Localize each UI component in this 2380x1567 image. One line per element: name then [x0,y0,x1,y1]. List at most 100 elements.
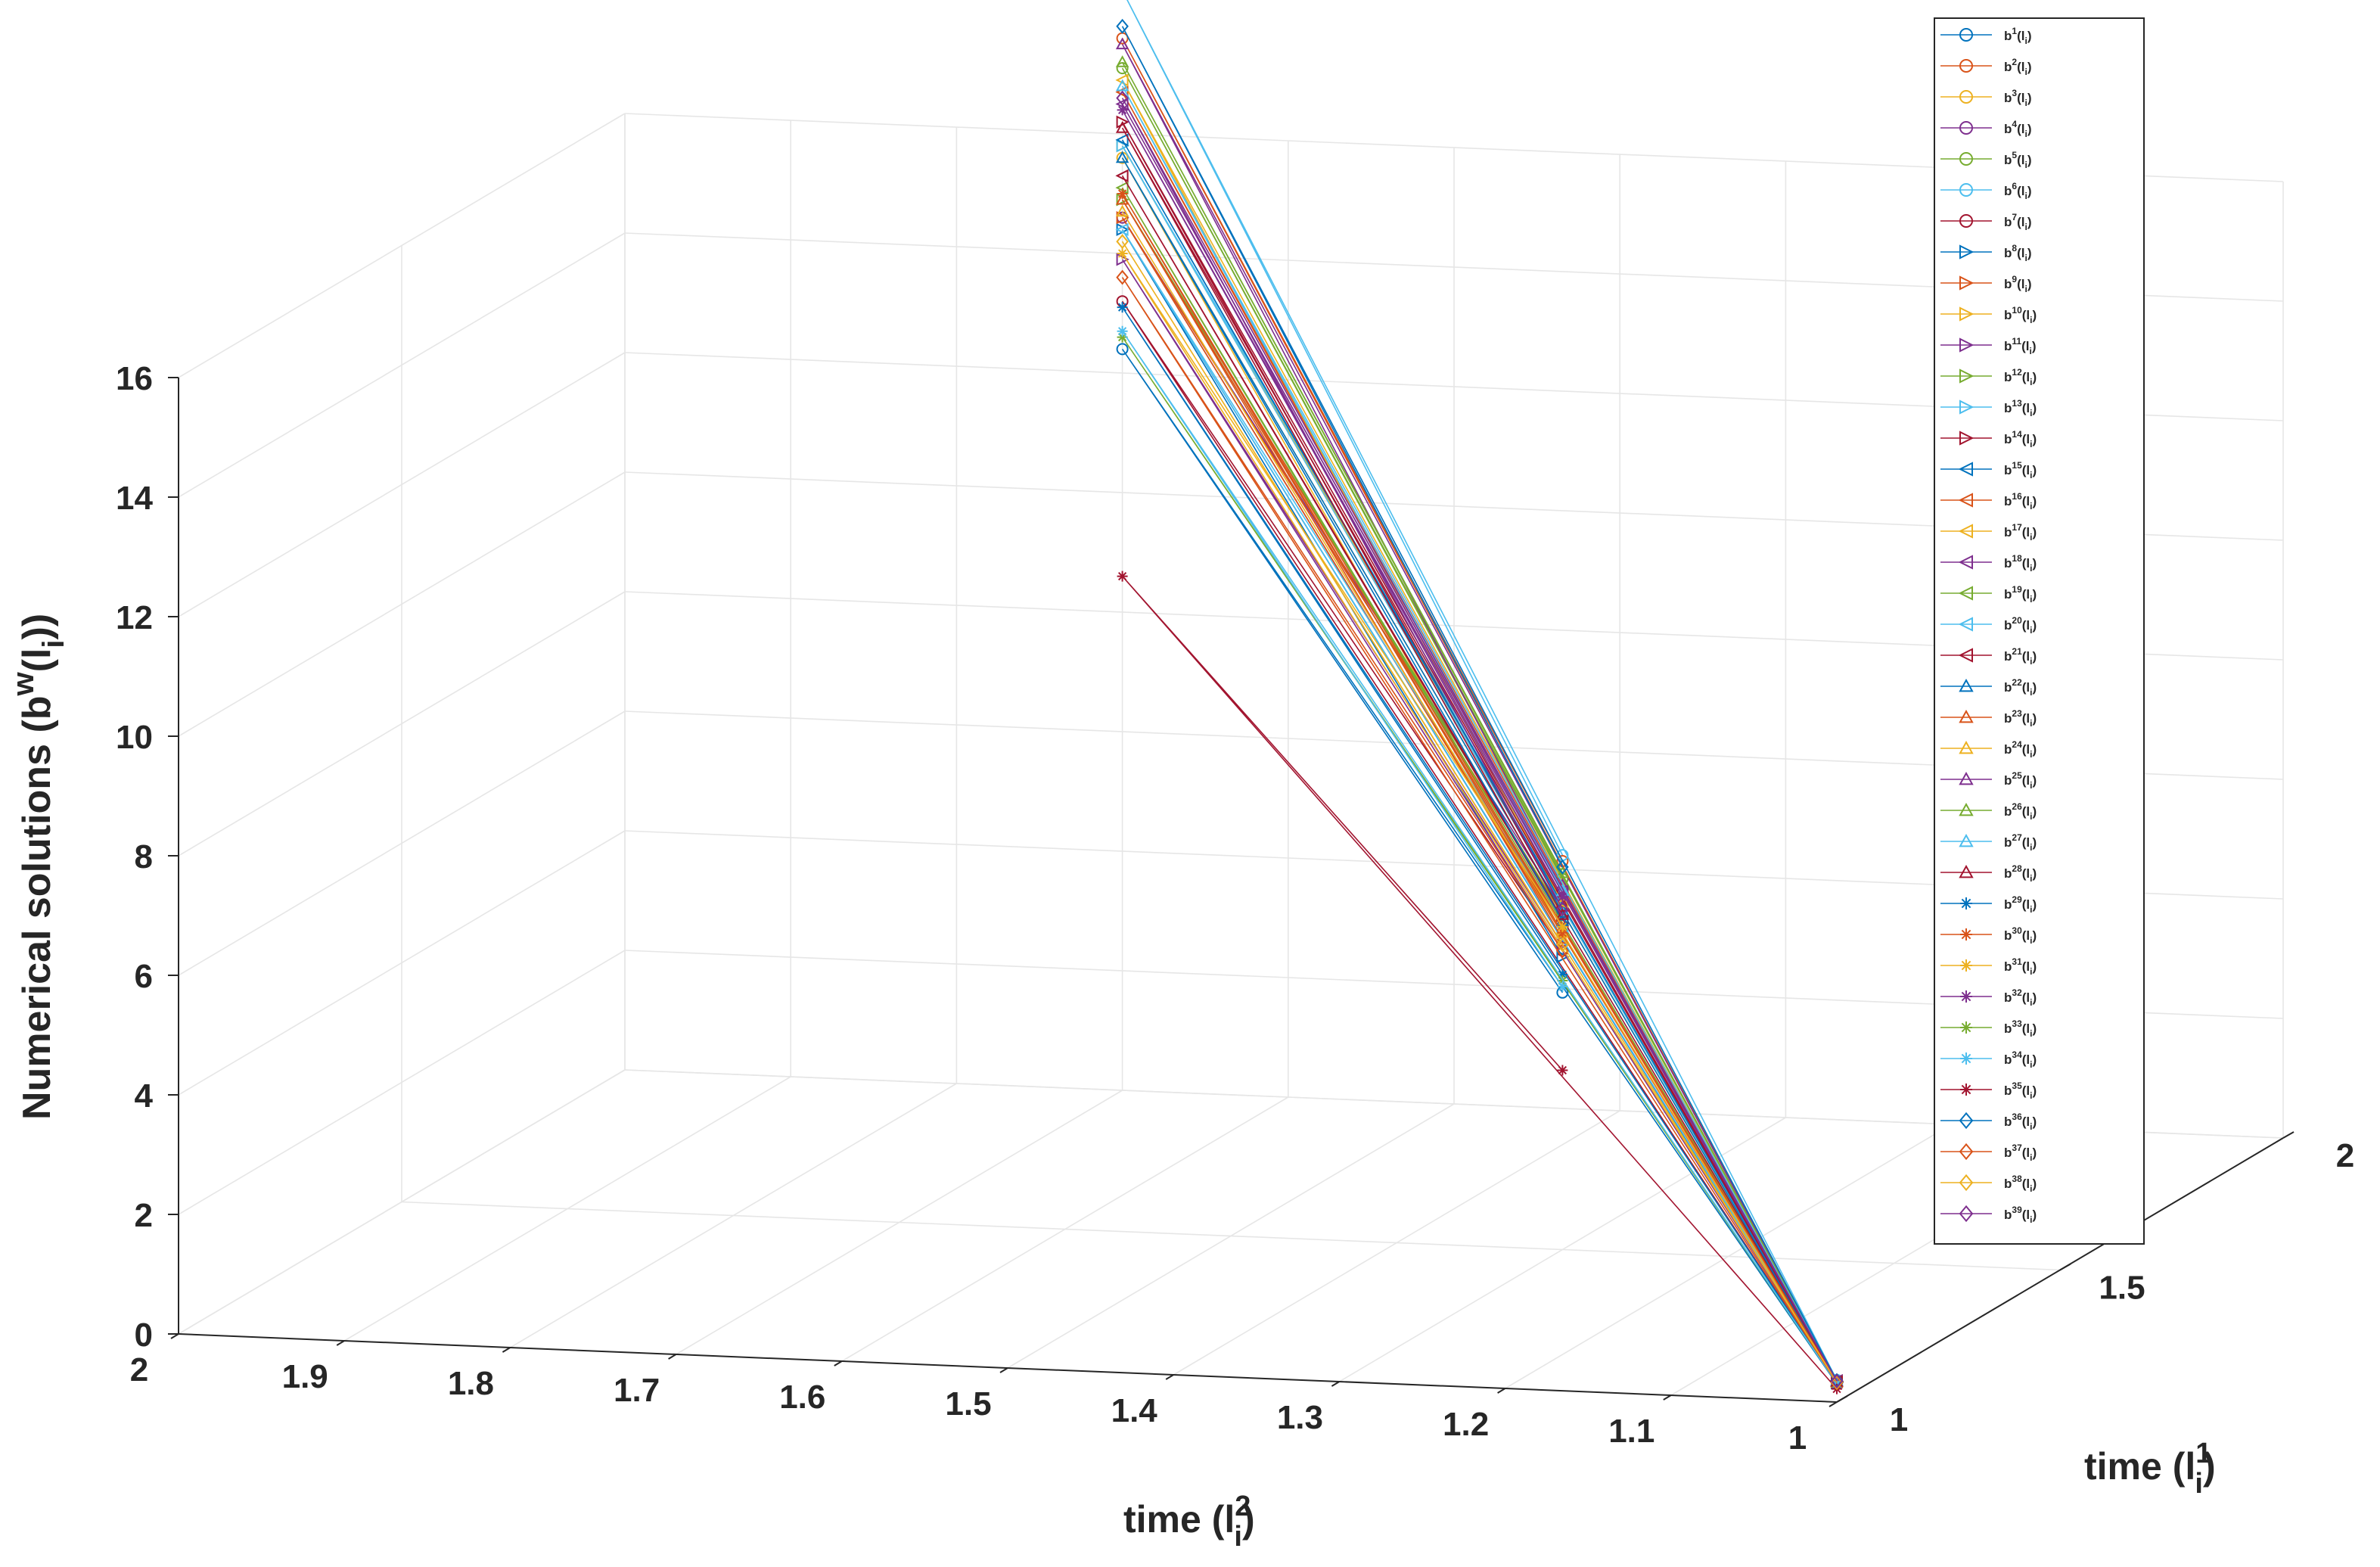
x-tick-label: 1 [1788,1419,1807,1457]
series-line [1121,241,1838,1383]
legend-item: b28(li) [1940,863,2037,884]
data-point [1115,86,1129,99]
series-line [1121,175,1838,1382]
series-line [1121,139,1838,1382]
legend-label: b8(li) [2004,243,2031,263]
legend-label: b10(li) [2004,305,2037,325]
data-point [1832,1378,1842,1389]
series-34 [1117,325,1842,1389]
x-tick-label: 1.9 [282,1358,328,1395]
grid-line [178,591,626,857]
legend-label: b32(li) [2004,987,2037,1008]
legend-marker [1959,431,1975,446]
legend-marker [1959,678,1974,692]
x-tick-label: 1.2 [1443,1406,1489,1443]
legend-item: b7(li) [1940,212,2031,232]
legend-marker [1959,864,1974,878]
data-point [1116,210,1129,225]
legend-label: b15(li) [2004,460,2037,480]
legend-label: b37(li) [2004,1143,2037,1163]
data-point [1117,188,1128,199]
data-point [1557,927,1568,938]
data-point [1830,1374,1844,1390]
legend-item: b16(li) [1940,491,2037,511]
x-tick-mark [834,1360,843,1366]
data-point [1116,234,1129,250]
y-tick-mark [1836,1395,1848,1403]
data-point [1115,73,1129,87]
grid-line [178,352,626,617]
legend-item: b25(li) [1940,770,2037,791]
data-point [1115,121,1129,133]
legend-label: b22(li) [2004,677,2037,698]
data-point [1557,891,1568,903]
legend-label: b1(li) [2004,26,2031,46]
x-tick-mark [999,1367,1008,1373]
series-lines [1115,0,1844,1394]
data-point [1115,55,1129,67]
z-axis-label: Numerical solutions (bw(li)) [7,614,70,1120]
legend-label: b36(li) [2004,1112,2037,1132]
legend-marker [1959,306,1975,322]
legend-item: b33(li) [1940,1018,2037,1039]
series-line [1121,61,1838,1381]
legend-label: b16(li) [2004,491,2037,511]
legend-item: b29(li) [1940,894,2037,915]
z-tick-label: 2 [135,1197,153,1234]
legend-label: b24(li) [2004,739,2037,760]
legend-marker [1959,244,1975,260]
z-tick-label: 4 [135,1077,154,1115]
series-39 [1116,90,1844,1389]
data-point [1117,325,1128,337]
legend-marker [1959,1205,1974,1223]
y-tick-mark [2282,1131,2295,1139]
legend-marker [1958,648,1973,663]
series-33 [1117,331,1842,1389]
data-point [1115,222,1129,237]
data-point [1115,204,1129,217]
legend-marker [1959,121,1973,135]
data-point [1115,79,1129,92]
legend: b1(li) b2(li) b3(li) b4(li) b5(li) b6(li) b7(l… [1934,17,2145,1245]
x-tick-mark [336,1340,345,1346]
legend-label: b19(li) [2004,584,2037,605]
legend-item: b22(li) [1940,677,2037,698]
legend-item: b15(li) [1940,460,2037,480]
data-point [1117,331,1128,343]
x-tick-mark [1497,1388,1506,1394]
data-point [1557,921,1568,932]
legend-marker [1960,990,1972,1003]
legend-marker [1960,897,1972,909]
legend-marker [1959,740,1974,754]
x-tick-mark [1663,1394,1672,1401]
x-tick-mark [502,1347,511,1353]
data-point [1557,981,1568,992]
data-point [1116,18,1129,34]
data-point [1117,248,1128,259]
data-point [1115,37,1129,50]
z-tick-label: 8 [135,838,153,875]
z-tick-label: 12 [116,599,153,636]
legend-marker [1958,586,1973,601]
legend-marker [1959,368,1975,384]
legend-marker [1958,462,1973,477]
series-line [1121,211,1838,1383]
legend-label: b30(li) [2004,925,2037,946]
legend-label: b39(li) [2004,1205,2037,1225]
legend-marker [1960,1052,1972,1065]
data-point [1117,302,1128,313]
grid-line [178,710,626,976]
legend-marker [1958,617,1973,632]
legend-marker [1959,1112,1974,1130]
legend-marker [1959,90,1973,104]
legend-marker [1960,959,1972,972]
legend-item: b23(li) [1940,708,2037,729]
x-tick-label: 1.8 [448,1365,494,1402]
legend-label: b28(li) [2004,863,2037,884]
legend-marker [1959,802,1974,816]
legend-label: b26(li) [2004,801,2037,822]
x-tick-mark [668,1354,677,1360]
series-line [1121,277,1838,1384]
data-point [1557,1065,1568,1076]
grid-line [178,471,626,737]
